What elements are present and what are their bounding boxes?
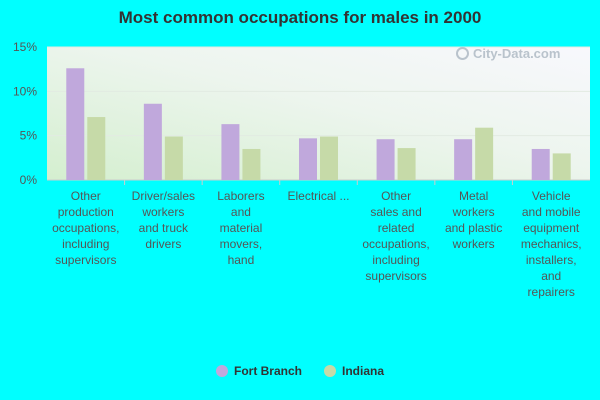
legend-label-fort-branch: Fort Branch xyxy=(233,364,302,378)
watermark-text: City-Data.com xyxy=(473,46,561,61)
y-axis-ticks: 0% 5% 10% 15% xyxy=(13,40,37,187)
bar-indiana xyxy=(475,127,494,180)
watermark: City-Data.com xyxy=(456,46,560,61)
y-tick-label: 10% xyxy=(13,84,37,98)
bar-indiana xyxy=(552,153,571,180)
x-axis-categories: Other production occupations, including supe… xyxy=(52,189,581,299)
bar-fort-branch xyxy=(531,148,550,180)
bars xyxy=(66,68,571,180)
x-category-label: Other production occupations, including supe… xyxy=(52,189,119,267)
legend-dot-indiana xyxy=(324,365,336,377)
grid-lines xyxy=(47,46,590,185)
plot-area xyxy=(47,47,590,180)
y-tick-label: 0% xyxy=(20,173,38,187)
x-category-label: Electrical ... xyxy=(287,189,349,203)
legend-item-fort-branch: Fort Branch xyxy=(215,364,302,378)
bar-fort-branch xyxy=(299,138,317,180)
x-category-label: Vehicle and mobile equipment mechanics, inst… xyxy=(521,189,582,299)
bar-indiana xyxy=(320,136,338,180)
bar-indiana xyxy=(164,136,183,180)
bar-fort-branch xyxy=(454,139,473,180)
x-category-label: Metal workers and plastic workers xyxy=(445,189,502,251)
y-tick-label: 5% xyxy=(20,129,38,143)
legend-item-indiana: Indiana xyxy=(324,364,384,378)
bar-indiana xyxy=(87,117,106,180)
bar-fort-branch xyxy=(376,139,395,180)
bar-indiana xyxy=(397,148,416,180)
bar-fort-branch xyxy=(143,103,162,180)
legend-label-indiana: Indiana xyxy=(342,364,385,378)
legend-dot-fort-branch xyxy=(215,365,228,377)
y-tick-label: 15% xyxy=(13,40,37,54)
legend: Fort Branch Indiana xyxy=(0,364,600,378)
chart-title: Most common occupations for males in 200… xyxy=(118,8,482,27)
bar-fort-branch xyxy=(221,124,240,180)
x-category-label: Other sales and related occupations, includi… xyxy=(362,189,429,283)
x-category-label: Laborers and material movers, hand xyxy=(217,189,264,267)
bar-indiana xyxy=(242,148,261,180)
search-icon xyxy=(456,47,469,60)
x-category-label: Driver/sales workers and truck drivers xyxy=(132,189,195,251)
bar-fort-branch xyxy=(66,68,85,180)
